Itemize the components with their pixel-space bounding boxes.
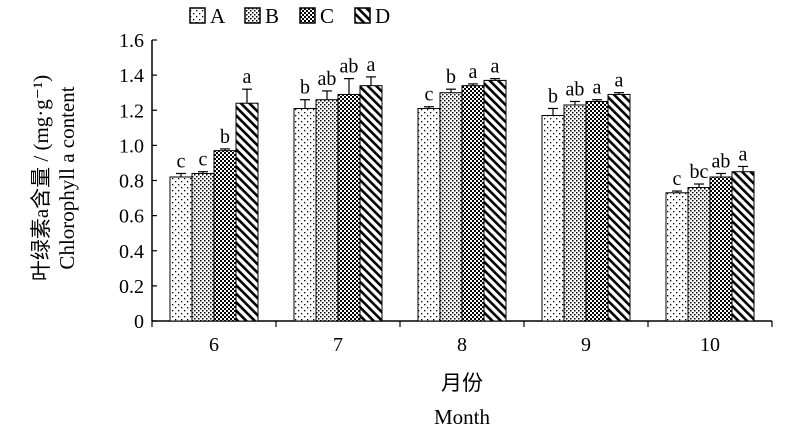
y-tick-label: 1.4 — [119, 65, 144, 87]
bar-B-7 — [315, 99, 339, 322]
x-tick-label: 8 — [457, 334, 467, 356]
significance-label: ab — [340, 56, 359, 78]
bar-D-8 — [483, 79, 507, 322]
y-axis-title-cn: 叶绿素a含量 / (mg·g⁻¹) — [29, 75, 53, 281]
y-tick-label: 1.6 — [119, 30, 144, 52]
bar-B-9 — [563, 104, 587, 322]
legend-label-C: C — [320, 4, 334, 28]
bar-D-10 — [731, 171, 755, 322]
y-tick-label: 1.0 — [119, 135, 144, 157]
significance-label: c — [425, 84, 434, 106]
bar-B-6 — [191, 172, 215, 322]
x-tick-label: 7 — [333, 334, 343, 356]
significance-label: a — [491, 56, 500, 78]
y-axis-title-en: Chlorophyll a content — [55, 86, 79, 269]
bar-A-9 — [541, 115, 565, 322]
legend-label-B: B — [265, 4, 279, 28]
legend-label-D: D — [375, 4, 390, 28]
significance-label: a — [615, 70, 624, 92]
bar-A-8 — [417, 107, 441, 322]
legend-swatch-A — [189, 7, 206, 24]
significance-label: ab — [712, 150, 731, 172]
bar-A-7 — [293, 107, 317, 322]
legend-swatch-D — [354, 7, 371, 24]
bar-C-10 — [709, 176, 733, 322]
bar-B-8 — [439, 92, 463, 322]
legend: A B C D — [189, 4, 390, 28]
y-tick-label: 0.4 — [119, 241, 144, 263]
y-tick-label: 0.6 — [119, 206, 144, 228]
significance-label: a — [739, 143, 748, 165]
bar-C-9 — [585, 100, 609, 322]
legend-swatch-C — [299, 7, 316, 24]
significance-label: a — [593, 77, 602, 99]
x-axis-title-en: Month — [434, 405, 491, 429]
bar-D-7 — [359, 85, 383, 322]
x-tick-label: 10 — [700, 334, 720, 356]
bar-C-6 — [213, 150, 237, 322]
significance-label: a — [469, 61, 478, 83]
x-tick-label: 9 — [581, 334, 591, 356]
y-tick-label: 0.2 — [119, 276, 144, 298]
significance-label: c — [199, 149, 208, 171]
significance-label: c — [177, 150, 186, 172]
y-tick-label: 0.8 — [119, 171, 144, 193]
significance-label: a — [367, 54, 376, 76]
bar-A-6 — [169, 176, 193, 322]
significance-label: c — [673, 168, 682, 190]
y-tick-label: 0 — [134, 311, 144, 333]
significance-label: b — [220, 126, 230, 148]
bar-C-7 — [337, 93, 361, 322]
bar-D-9 — [607, 93, 631, 322]
significance-label: b — [548, 85, 558, 107]
legend-label-A: A — [210, 4, 226, 28]
significance-label: b — [446, 66, 456, 88]
significance-label: b — [300, 77, 310, 99]
x-axis-title-cn: 月份 — [441, 371, 483, 395]
x-tick-label: 6 — [209, 334, 219, 356]
significance-label: bc — [690, 161, 709, 183]
significance-label: a — [243, 66, 252, 88]
bar-A-10 — [665, 192, 689, 322]
axes: 0 0.2 0.4 0.6 0.8 1.0 1.2 1.4 1.6 6 7 8 9 10 — [119, 30, 773, 356]
y-tick-label: 1.2 — [119, 100, 144, 122]
significance-label: ab — [566, 78, 585, 100]
bar-B-10 — [687, 187, 711, 322]
bar-C-8 — [461, 85, 485, 322]
bar-D-6 — [235, 102, 259, 322]
legend-swatch-B — [244, 7, 261, 24]
significance-label: ab — [318, 68, 337, 90]
